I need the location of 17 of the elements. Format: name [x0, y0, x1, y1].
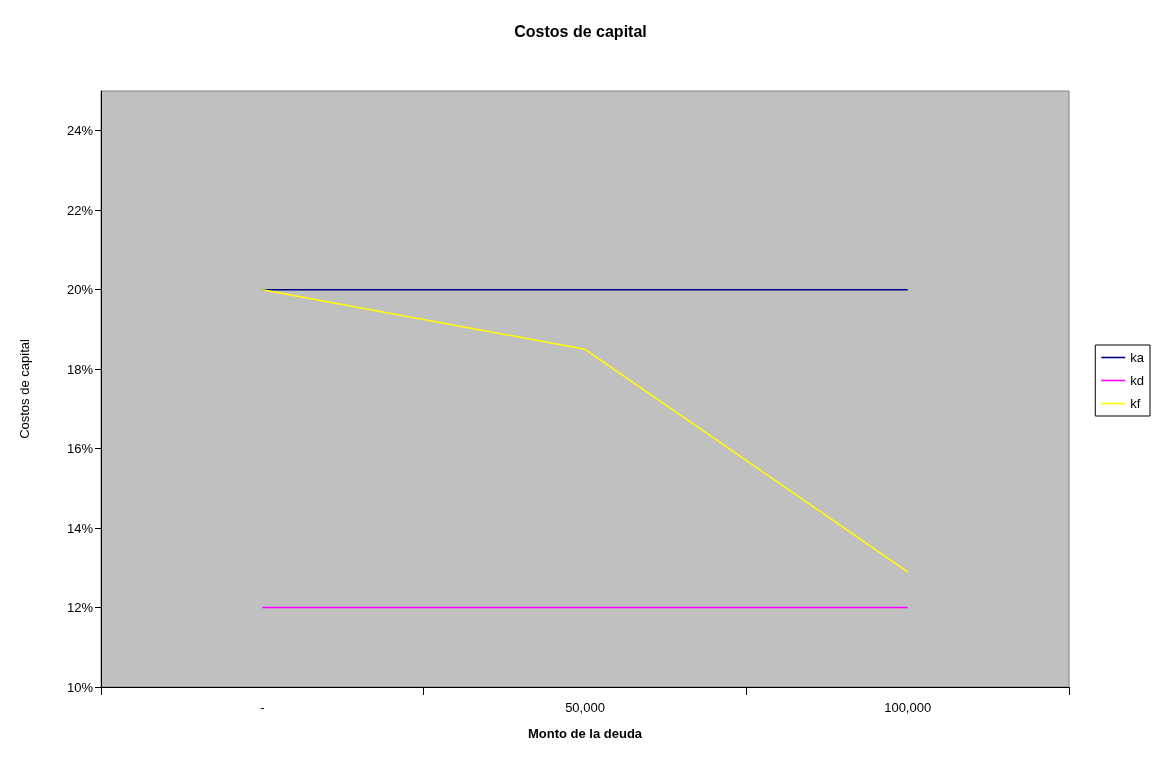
y-tick-label: 24% — [66, 123, 94, 139]
y-axis-title: Costos de capital — [17, 339, 32, 439]
y-tick-label: 20% — [66, 282, 94, 298]
legend-label: kd — [1130, 373, 1144, 388]
chart-title: Costos de capital — [514, 22, 647, 40]
x-tick-label: 100,000 — [884, 700, 932, 715]
y-tick-label: 10% — [66, 679, 94, 695]
y-tick-label: 14% — [66, 520, 94, 536]
y-tick-label: 22% — [66, 202, 94, 218]
x-tick-label: 50,000 — [565, 700, 605, 715]
y-tick-label: 18% — [66, 361, 94, 377]
legend-label: kf — [1130, 396, 1141, 411]
y-tick-label: 16% — [66, 441, 94, 457]
y-tick-label: 12% — [66, 600, 94, 616]
legend-label: ka — [1130, 350, 1145, 365]
x-axis-title: Monto de la deuda — [527, 726, 643, 741]
x-tick-label: - — [260, 700, 265, 715]
